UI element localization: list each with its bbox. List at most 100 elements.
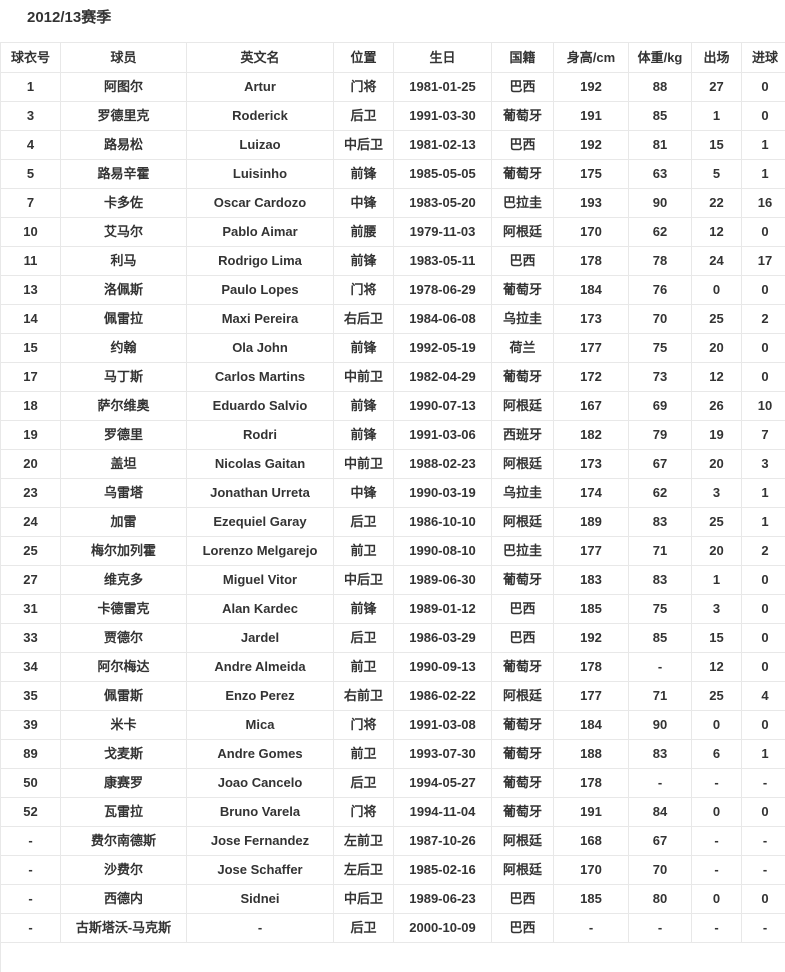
cell-english-name: Ezequiel Garay xyxy=(187,508,334,537)
cell-position: 中锋 xyxy=(334,189,394,218)
cell-birthday: 1991-03-08 xyxy=(394,711,492,740)
column-header-weight: 体重/kg xyxy=(629,43,692,73)
cell-weight: 71 xyxy=(629,537,692,566)
cell-nationality: 葡萄牙 xyxy=(492,102,554,131)
cell-english-name: Miguel Vitor xyxy=(187,566,334,595)
cell-goals: 2 xyxy=(742,305,785,334)
cell-position: 后卫 xyxy=(334,508,394,537)
cell-weight: 67 xyxy=(629,450,692,479)
cell-height: 174 xyxy=(554,479,629,508)
cell-birthday: 1981-02-13 xyxy=(394,131,492,160)
cell-goals: 0 xyxy=(742,276,785,305)
cell-weight: - xyxy=(629,914,692,943)
cell-appearances: 0 xyxy=(692,276,742,305)
cell-nationality: 葡萄牙 xyxy=(492,798,554,827)
cell-weight: 62 xyxy=(629,218,692,247)
cell-english-name: Enzo Perez xyxy=(187,682,334,711)
cell-player: 马丁斯 xyxy=(61,363,187,392)
cell-position: 前卫 xyxy=(334,740,394,769)
cell-jersey: 24 xyxy=(1,508,61,537)
cell-birthday: 1993-07-30 xyxy=(394,740,492,769)
cell-weight: 67 xyxy=(629,827,692,856)
cell-nationality: 阿根廷 xyxy=(492,218,554,247)
cell-goals: 0 xyxy=(742,798,785,827)
cell-weight: 85 xyxy=(629,102,692,131)
cell-weight: 80 xyxy=(629,885,692,914)
cell-jersey: - xyxy=(1,914,61,943)
cell-jersey: 5 xyxy=(1,160,61,189)
cell-weight: 78 xyxy=(629,247,692,276)
cell-jersey: 20 xyxy=(1,450,61,479)
cell-english-name: Jardel xyxy=(187,624,334,653)
cell-nationality: 巴拉圭 xyxy=(492,189,554,218)
cell-birthday: 1987-10-26 xyxy=(394,827,492,856)
cell-position: 前锋 xyxy=(334,334,394,363)
cell-weight: 76 xyxy=(629,276,692,305)
cell-appearances: 25 xyxy=(692,682,742,711)
cell-english-name: Alan Kardec xyxy=(187,595,334,624)
cell-appearances: 15 xyxy=(692,131,742,160)
cell-goals: 0 xyxy=(742,102,785,131)
cell-birthday: 1978-06-29 xyxy=(394,276,492,305)
cell-player: 米卡 xyxy=(61,711,187,740)
cell-nationality: 阿根廷 xyxy=(492,827,554,856)
cell-birthday: 1984-06-08 xyxy=(394,305,492,334)
cell-birthday: 1989-06-23 xyxy=(394,885,492,914)
cell-nationality: 葡萄牙 xyxy=(492,769,554,798)
cell-jersey: - xyxy=(1,827,61,856)
cell-birthday: 1990-09-13 xyxy=(394,653,492,682)
cell-nationality: 巴西 xyxy=(492,885,554,914)
cell-position: 后卫 xyxy=(334,769,394,798)
cell-nationality: 巴西 xyxy=(492,914,554,943)
cell-english-name: Luizao xyxy=(187,131,334,160)
cell-jersey: 34 xyxy=(1,653,61,682)
cell-english-name: Maxi Pereira xyxy=(187,305,334,334)
cell-player: 加雷 xyxy=(61,508,187,537)
cell-appearances: 12 xyxy=(692,363,742,392)
column-header-height: 身高/cm xyxy=(554,43,629,73)
cell-birthday: 1994-05-27 xyxy=(394,769,492,798)
cell-goals: 2 xyxy=(742,537,785,566)
cell-birthday: 1991-03-06 xyxy=(394,421,492,450)
cell-position: 后卫 xyxy=(334,624,394,653)
cell-birthday: 1979-11-03 xyxy=(394,218,492,247)
cell-goals: - xyxy=(742,827,785,856)
cell-player: 梅尔加列霍 xyxy=(61,537,187,566)
cell-jersey: 1 xyxy=(1,73,61,102)
cell-english-name: Jose Schaffer xyxy=(187,856,334,885)
cell-weight: - xyxy=(629,769,692,798)
cell-appearances: 20 xyxy=(692,537,742,566)
cell-position: 后卫 xyxy=(334,914,394,943)
cell-player: 盖坦 xyxy=(61,450,187,479)
cell-player: 利马 xyxy=(61,247,187,276)
cell-jersey: 23 xyxy=(1,479,61,508)
cell-nationality: 葡萄牙 xyxy=(492,160,554,189)
cell-player: 佩雷拉 xyxy=(61,305,187,334)
cell-position: 前锋 xyxy=(334,160,394,189)
cell-nationality: 阿根廷 xyxy=(492,450,554,479)
cell-height: 192 xyxy=(554,131,629,160)
cell-jersey: 35 xyxy=(1,682,61,711)
cell-weight: 79 xyxy=(629,421,692,450)
cell-jersey: 4 xyxy=(1,131,61,160)
cell-player: 康赛罗 xyxy=(61,769,187,798)
cell-weight: 62 xyxy=(629,479,692,508)
cell-appearances: 26 xyxy=(692,392,742,421)
